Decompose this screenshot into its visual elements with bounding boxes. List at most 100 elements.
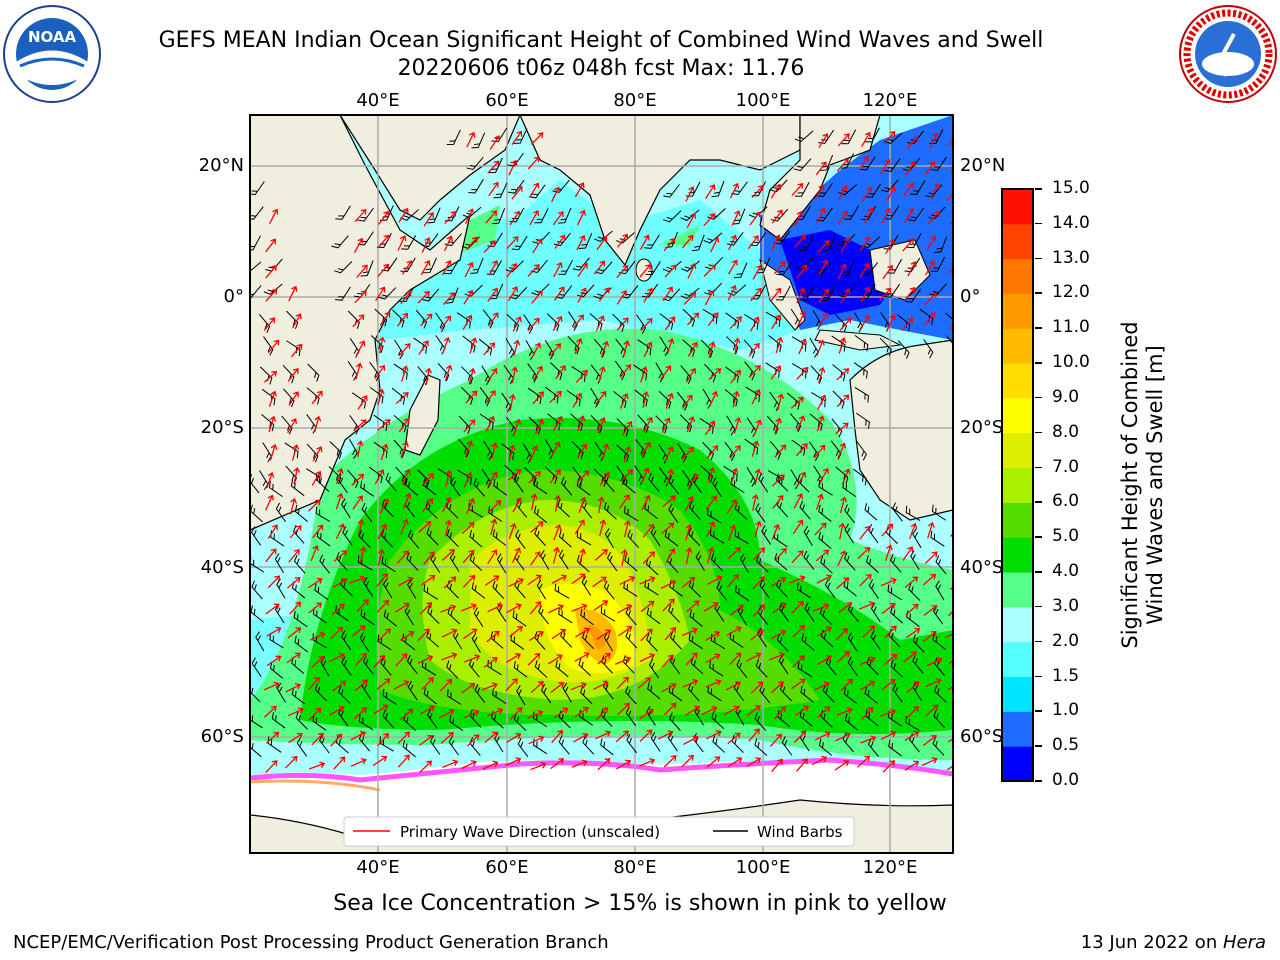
wind-barb bbox=[513, 472, 524, 493]
wind-barb bbox=[427, 605, 440, 624]
wind-barb bbox=[370, 335, 384, 353]
wave-direction-arrow bbox=[600, 340, 610, 358]
wave-direction-arrow bbox=[487, 603, 504, 613]
wind-barb bbox=[910, 550, 920, 571]
wave-direction-arrow bbox=[754, 468, 762, 486]
wave-direction-arrow bbox=[266, 626, 282, 637]
wind-barb bbox=[690, 656, 704, 675]
wave-direction-arrow bbox=[396, 550, 409, 564]
wave-direction-arrow bbox=[818, 312, 829, 328]
wave-direction-arrow bbox=[708, 341, 716, 358]
wind-barb bbox=[394, 339, 404, 360]
wave-direction-arrow bbox=[529, 630, 544, 642]
wave-direction-arrow bbox=[926, 235, 937, 251]
wave-direction-arrow bbox=[593, 600, 609, 611]
wave-direction-arrow bbox=[922, 573, 937, 586]
wind-barb bbox=[290, 479, 305, 497]
wave-direction-arrow bbox=[864, 207, 874, 223]
colorbar-segment bbox=[1002, 711, 1033, 747]
wave-direction-arrow bbox=[422, 498, 434, 513]
wave-direction-arrow bbox=[401, 468, 411, 485]
wind-barb bbox=[407, 529, 420, 549]
wind-barb bbox=[798, 236, 814, 252]
wave-direction-arrow bbox=[909, 522, 918, 540]
wave-direction-arrow bbox=[349, 575, 366, 584]
wind-barb bbox=[929, 128, 944, 144]
wave-direction-arrow bbox=[666, 468, 675, 486]
wave-direction-arrow bbox=[444, 210, 457, 224]
wave-direction-arrow bbox=[946, 759, 953, 771]
wave-direction-arrow bbox=[925, 678, 942, 687]
wave-direction-arrow bbox=[575, 627, 590, 638]
wind-barb bbox=[281, 415, 293, 435]
wave-direction-arrow bbox=[621, 421, 633, 436]
colorbar-tick-mark bbox=[1035, 396, 1042, 399]
wave-direction-arrow bbox=[616, 759, 632, 770]
wave-direction-arrow bbox=[770, 681, 784, 694]
colorbar-segment bbox=[1002, 189, 1033, 225]
wave-direction-arrow bbox=[747, 235, 759, 250]
wave-direction-arrow bbox=[906, 681, 920, 694]
wind-barb bbox=[567, 311, 578, 331]
wind-barb bbox=[855, 412, 870, 429]
wave-direction-arrow bbox=[487, 160, 500, 174]
wind-barb bbox=[523, 314, 534, 334]
wave-direction-arrow bbox=[484, 390, 496, 405]
wave-direction-arrow bbox=[861, 131, 871, 147]
wave-direction-arrow bbox=[927, 521, 935, 539]
wave-direction-arrow bbox=[660, 365, 672, 380]
wind-barb bbox=[776, 633, 789, 652]
colorbar-tick-label: 11.0 bbox=[1052, 317, 1090, 338]
wave-direction-arrow bbox=[706, 756, 721, 768]
wave-direction-arrow bbox=[354, 652, 367, 667]
wave-direction-arrow bbox=[288, 285, 298, 302]
wind-barb bbox=[841, 260, 855, 277]
wind-barb bbox=[756, 257, 771, 274]
wave-direction-arrow bbox=[400, 518, 409, 535]
wave-direction-arrow bbox=[353, 419, 367, 432]
wind-barb bbox=[724, 441, 736, 462]
wind-barb bbox=[407, 578, 417, 599]
wind-barb bbox=[315, 506, 331, 523]
wave-direction-arrow bbox=[486, 630, 500, 643]
wind-barb bbox=[623, 581, 638, 597]
wave-direction-arrow bbox=[574, 337, 583, 355]
wave-direction-arrow bbox=[727, 732, 741, 745]
colorbar-segment bbox=[1002, 397, 1033, 434]
wind-barb bbox=[822, 235, 836, 252]
wave-direction-arrow bbox=[726, 626, 742, 637]
wind-barb bbox=[799, 285, 815, 301]
wave-direction-arrow bbox=[836, 158, 849, 172]
wind-barb bbox=[844, 552, 856, 571]
wave-direction-arrow bbox=[532, 391, 544, 405]
wind-barb bbox=[634, 389, 648, 407]
wave-direction-arrow bbox=[578, 496, 587, 514]
wave-direction-arrow bbox=[930, 182, 941, 198]
wind-barb bbox=[335, 205, 351, 220]
wave-direction-arrow bbox=[440, 732, 454, 744]
wave-direction-arrow bbox=[466, 734, 480, 747]
wind-barb bbox=[930, 530, 945, 547]
wind-barb bbox=[864, 686, 878, 704]
wave-direction-arrow bbox=[468, 367, 476, 385]
wave-direction-arrow bbox=[835, 422, 849, 435]
wave-direction-arrow bbox=[752, 604, 766, 617]
wind-barb bbox=[892, 683, 903, 703]
wave-direction-arrow bbox=[511, 547, 522, 564]
colorbar-segment bbox=[1002, 676, 1033, 712]
wave-direction-arrow bbox=[660, 579, 677, 589]
wave-direction-arrow bbox=[375, 286, 386, 302]
wave-direction-arrow bbox=[639, 234, 650, 250]
wave-direction-arrow bbox=[373, 655, 386, 669]
wave-direction-arrow bbox=[509, 626, 523, 638]
wave-direction-arrow bbox=[902, 238, 915, 252]
wind-barb bbox=[803, 550, 815, 570]
wind-barb bbox=[897, 340, 910, 359]
wind-barb bbox=[293, 554, 306, 574]
wind-barb bbox=[276, 682, 286, 703]
wave-direction-arrow bbox=[329, 705, 345, 716]
wave-direction-arrow bbox=[419, 760, 433, 773]
wave-direction-arrow bbox=[287, 368, 299, 382]
wind-barb bbox=[776, 261, 793, 276]
wind-barb bbox=[449, 551, 460, 572]
